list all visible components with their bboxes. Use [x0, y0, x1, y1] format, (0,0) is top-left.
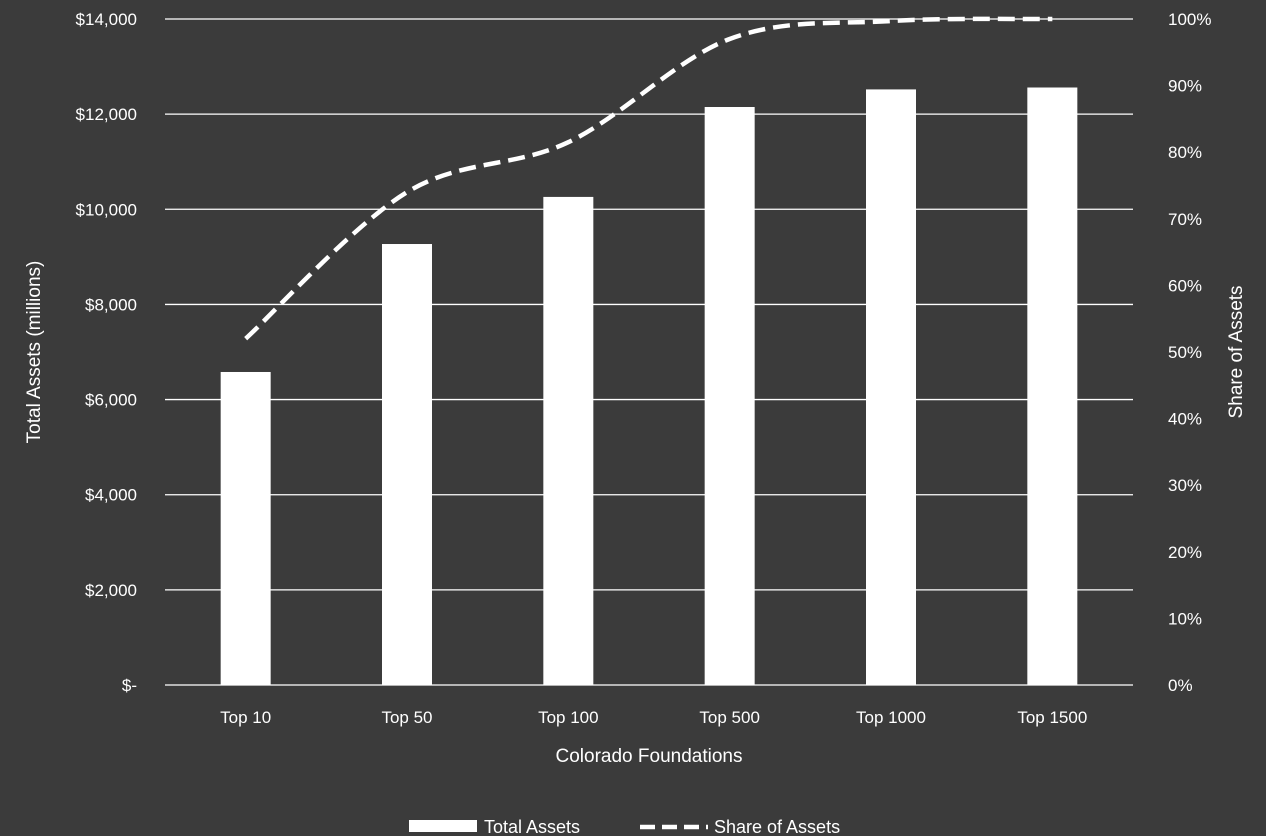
legend-swatch-total-assets [409, 820, 477, 832]
x-tick-label: Top 50 [381, 708, 432, 727]
y-tick-label: $2,000 [85, 581, 137, 600]
y-tick-label: $14,000 [76, 10, 137, 29]
legend-label-share-of-assets: Share of Assets [714, 817, 840, 836]
y2-tick-label: 90% [1168, 77, 1202, 96]
x-tick-label: Top 1500 [1017, 708, 1087, 727]
bar [704, 107, 755, 685]
y2-tick-label: 80% [1168, 143, 1202, 162]
y2-tick-label: 70% [1168, 210, 1202, 229]
y2-tick-label: 50% [1168, 343, 1202, 362]
share-of-assets-line [244, 16, 1053, 341]
y2-tick-label: 20% [1168, 543, 1202, 562]
y-tick-label: $10,000 [76, 200, 137, 219]
y2-tick-label: 40% [1168, 410, 1202, 429]
y-tick-label: $8,000 [85, 295, 137, 314]
legend: Total Assets Share of Assets [409, 817, 840, 836]
bar [543, 196, 594, 685]
x-tick-label: Top 100 [538, 708, 599, 727]
y-tick-label: $- [122, 676, 137, 695]
y-axis-ticks: $- $2,000 $4,000 $6,000 $8,000 $10,000 $12,000… [76, 10, 137, 695]
bar [220, 371, 271, 685]
y2-axis-title: Share of Assets [1226, 285, 1247, 418]
y2-tick-label: 60% [1168, 276, 1202, 295]
y2-tick-label: 10% [1168, 609, 1202, 628]
x-axis-ticks: Top 10 Top 50 Top 100 Top 500 Top 1000 Top 15… [220, 708, 1087, 727]
y-tick-label: $4,000 [85, 486, 137, 505]
share-line [244, 16, 1053, 341]
bars [220, 87, 1078, 686]
y-tick-label: $6,000 [85, 391, 137, 410]
bar [866, 89, 916, 686]
x-axis-title: Colorado Foundations [556, 746, 743, 767]
y2-tick-label: 100% [1168, 10, 1211, 29]
x-tick-label: Top 500 [699, 708, 760, 727]
bar [1027, 87, 1078, 685]
gridlines [165, 18, 1133, 686]
bar [382, 244, 432, 685]
y2-tick-label: 30% [1168, 476, 1202, 495]
legend-label-total-assets: Total Assets [484, 817, 580, 836]
y2-axis-ticks: 0% 10% 20% 30% 40% 50% 60% 70% 80% 90% 100% [1168, 10, 1211, 695]
y-tick-label: $12,000 [76, 105, 137, 124]
y2-tick-label: 0% [1168, 676, 1193, 695]
x-tick-label: Top 1000 [856, 708, 926, 727]
y-axis-title: Total Assets (millions) [24, 261, 45, 444]
x-tick-label: Top 10 [220, 708, 271, 727]
